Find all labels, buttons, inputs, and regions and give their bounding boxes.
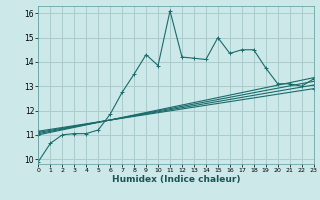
X-axis label: Humidex (Indice chaleur): Humidex (Indice chaleur) — [112, 175, 240, 184]
